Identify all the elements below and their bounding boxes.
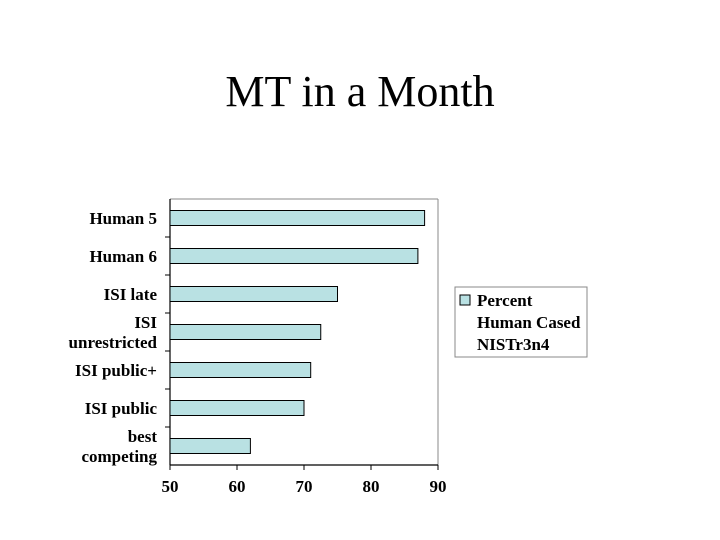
category-label: Human 5 bbox=[89, 209, 157, 228]
category-label: best competing bbox=[81, 427, 157, 466]
x-tick-label: 60 bbox=[229, 477, 246, 496]
category-label: ISI unrestricted bbox=[69, 313, 158, 352]
legend-box bbox=[454, 286, 588, 358]
bar bbox=[169, 286, 338, 302]
x-tick-label: 90 bbox=[430, 477, 447, 496]
category-label: ISI public bbox=[85, 399, 158, 418]
plot-area: Human 5 Human 6 ISI late ISI unrestricted ISI… bbox=[69, 198, 447, 496]
chart-title: MT in a Month bbox=[225, 67, 495, 116]
bar bbox=[169, 438, 251, 454]
bar bbox=[169, 324, 322, 340]
x-tick-label: 50 bbox=[162, 477, 179, 496]
bar bbox=[169, 210, 426, 226]
x-tick-label: 70 bbox=[296, 477, 313, 496]
bar bbox=[169, 400, 305, 416]
bar bbox=[169, 248, 419, 264]
bar bbox=[169, 362, 312, 378]
x-tick-label: 80 bbox=[363, 477, 380, 496]
legend-swatch bbox=[459, 294, 471, 306]
category-label: ISI late bbox=[104, 285, 158, 304]
legend-label: Percent Human Cased NISTr3n4 bbox=[477, 291, 581, 354]
legend: Percent Human Cased NISTr3n4 bbox=[454, 286, 588, 358]
category-label: ISI public+ bbox=[75, 361, 157, 380]
category-label: Human 6 bbox=[89, 247, 157, 266]
